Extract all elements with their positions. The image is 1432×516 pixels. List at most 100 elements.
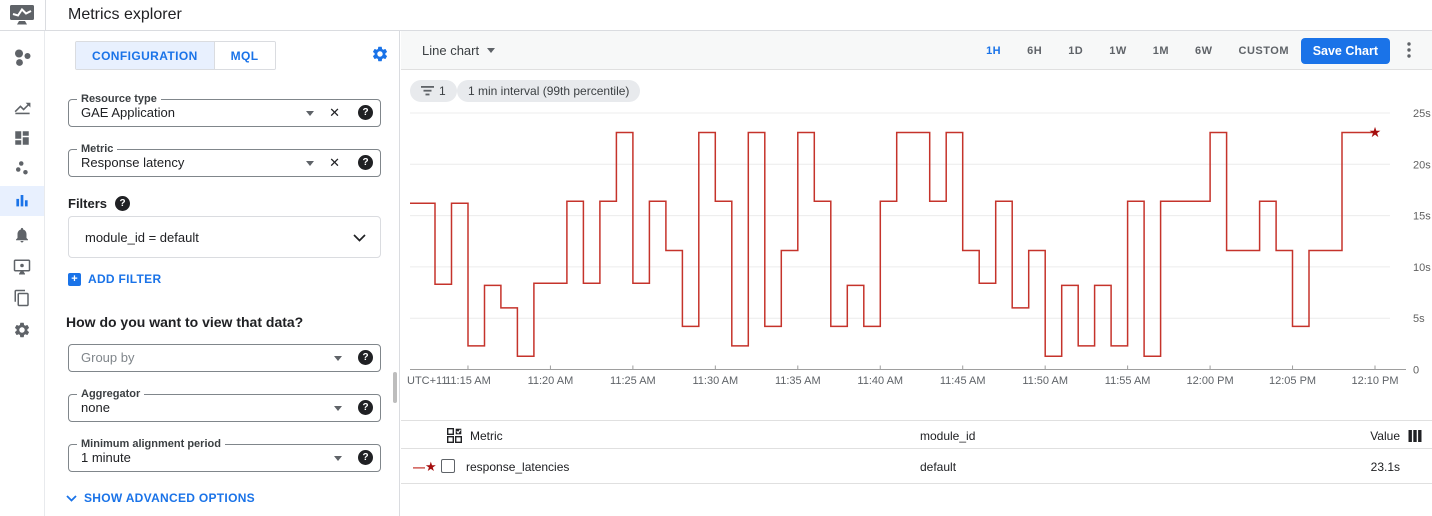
chart-area: 25s 20s 15s 10s 5s 0 11:15 AM 11:20 AM 11:25 AM 1… bbox=[401, 103, 1432, 403]
help-icon[interactable]: ? bbox=[115, 196, 131, 211]
chart-panel: Line chart 1H 6H 1D 1W 1M 6W CUSTOM Save… bbox=[401, 31, 1432, 516]
more-options-kebab-icon[interactable] bbox=[1400, 41, 1418, 59]
svg-text:11:45 AM: 11:45 AM bbox=[940, 375, 986, 387]
help-icon[interactable]: ? bbox=[358, 450, 373, 465]
filter-count: 1 bbox=[439, 84, 446, 98]
svg-text:11:35 AM: 11:35 AM bbox=[775, 375, 821, 387]
side-nav bbox=[0, 31, 45, 516]
filter-count-chip[interactable]: 1 bbox=[410, 80, 457, 102]
time-range-1w[interactable]: 1W bbox=[1096, 41, 1140, 61]
svg-text:15s: 15s bbox=[1413, 211, 1431, 223]
sidebar-item-dashboards[interactable] bbox=[0, 123, 44, 153]
alignment-period-value: 1 minute bbox=[81, 450, 131, 465]
latency-line-chart[interactable]: 25s 20s 15s 10s 5s 0 11:15 AM 11:20 AM 11:25 AM 1… bbox=[401, 103, 1432, 403]
chevron-down-icon[interactable] bbox=[334, 456, 342, 461]
row-checkbox[interactable] bbox=[441, 459, 455, 473]
chart-type-dropdown[interactable]: Line chart bbox=[422, 43, 496, 58]
svg-text:0: 0 bbox=[1413, 365, 1419, 377]
resource-type-field[interactable]: Resource type GAE Application ✕ ? bbox=[68, 93, 381, 127]
alignment-period-field[interactable]: Minimum alignment period 1 minute ? bbox=[68, 438, 381, 472]
metric-name: response_latencies bbox=[466, 460, 570, 474]
time-range-group: 1H 6H 1D 1W 1M 6W CUSTOM bbox=[973, 31, 1302, 70]
help-icon[interactable]: ? bbox=[358, 350, 373, 365]
config-scrollbar-thumb[interactable] bbox=[393, 372, 397, 403]
series-legend-marker: —★ bbox=[413, 459, 437, 474]
view-data-heading: How do you want to view that data? bbox=[66, 314, 304, 330]
legend-grid-icon[interactable] bbox=[447, 428, 462, 443]
svg-text:11:30 AM: 11:30 AM bbox=[693, 375, 739, 387]
tab-mql[interactable]: MQL bbox=[213, 42, 275, 69]
module-id-value: default bbox=[920, 460, 957, 474]
col-metric: Metric bbox=[470, 428, 503, 443]
time-range-1m[interactable]: 1M bbox=[1140, 41, 1182, 61]
filter-icon bbox=[421, 86, 434, 96]
sidebar-item-alerting[interactable] bbox=[0, 220, 44, 250]
table-row[interactable]: —★ response_latencies default 23.1s bbox=[401, 449, 1432, 484]
time-range-custom[interactable]: CUSTOM bbox=[1226, 41, 1302, 61]
alignment-period-label: Minimum alignment period bbox=[77, 438, 225, 450]
clear-icon[interactable]: ✕ bbox=[329, 105, 340, 120]
sidebar-item-settings[interactable] bbox=[0, 315, 44, 345]
chevron-down-icon[interactable] bbox=[334, 356, 342, 361]
help-icon[interactable]: ? bbox=[358, 105, 373, 120]
top-bar: Metrics explorer bbox=[0, 0, 1432, 31]
save-chart-button[interactable]: Save Chart bbox=[1300, 38, 1390, 64]
sidebar-item-services[interactable] bbox=[0, 153, 44, 183]
tab-configuration[interactable]: CONFIGURATION bbox=[76, 42, 214, 69]
metric-value: Response latency bbox=[81, 155, 185, 170]
aggregator-field[interactable]: Aggregator none ? bbox=[68, 388, 381, 422]
columns-icon[interactable] bbox=[1408, 429, 1422, 443]
chevron-down-icon[interactable] bbox=[334, 406, 342, 411]
help-icon[interactable]: ? bbox=[358, 155, 373, 170]
svg-text:UTC+11: UTC+11 bbox=[407, 375, 447, 387]
sidebar-item-groups[interactable] bbox=[0, 283, 44, 313]
chevron-down-icon bbox=[487, 48, 496, 53]
chevron-down-icon[interactable] bbox=[353, 234, 366, 242]
desktop-icon bbox=[13, 259, 31, 275]
time-range-1h[interactable]: 1H bbox=[973, 41, 1014, 61]
svg-text:11:40 AM: 11:40 AM bbox=[857, 375, 903, 387]
svg-text:20s: 20s bbox=[1413, 159, 1431, 171]
svg-text:12:10 PM: 12:10 PM bbox=[1351, 375, 1398, 387]
show-advanced-options-button[interactable]: SHOW ADVANCED OPTIONS bbox=[66, 491, 255, 505]
divider bbox=[45, 0, 46, 31]
chart-type-label: Line chart bbox=[422, 43, 480, 58]
dashboard-icon bbox=[15, 131, 29, 145]
time-range-6w[interactable]: 6W bbox=[1182, 41, 1226, 61]
table-header: Metric module_id Value bbox=[401, 420, 1432, 449]
chart-settings-gear-icon[interactable] bbox=[371, 45, 389, 68]
col-value: Value bbox=[1370, 429, 1400, 443]
metric-field[interactable]: Metric Response latency ✕ ? bbox=[68, 143, 381, 177]
svg-text:12:00 PM: 12:00 PM bbox=[1187, 375, 1234, 387]
help-icon[interactable]: ? bbox=[358, 400, 373, 415]
svg-text:10s: 10s bbox=[1413, 262, 1431, 274]
time-range-1d[interactable]: 1D bbox=[1055, 41, 1096, 61]
page-title: Metrics explorer bbox=[68, 6, 182, 23]
svg-text:25s: 25s bbox=[1413, 108, 1431, 120]
chevron-down-icon[interactable] bbox=[306, 111, 314, 116]
aggregator-label: Aggregator bbox=[77, 388, 145, 400]
copy-icon bbox=[14, 289, 29, 307]
monitoring-dots-icon bbox=[15, 49, 31, 66]
config-tab-bar: CONFIGURATION MQL bbox=[75, 41, 276, 70]
resource-type-label: Resource type bbox=[77, 93, 161, 105]
bar-chart-icon bbox=[16, 195, 28, 207]
filter-row[interactable]: module_id = default bbox=[68, 216, 381, 258]
sidebar-item-uptime-checks[interactable] bbox=[0, 252, 44, 282]
sidebar-item-overview[interactable] bbox=[0, 92, 44, 122]
monitoring-logo-icon bbox=[9, 4, 36, 32]
clear-icon[interactable]: ✕ bbox=[329, 155, 340, 170]
sidebar-item-metrics-explorer[interactable] bbox=[0, 186, 44, 216]
time-range-6h[interactable]: 6H bbox=[1014, 41, 1055, 61]
legend-table: Metric module_id Value —★ response_laten… bbox=[401, 420, 1432, 484]
svg-text:★: ★ bbox=[1369, 124, 1382, 140]
svg-text:5s: 5s bbox=[1413, 313, 1425, 325]
resource-type-value: GAE Application bbox=[81, 105, 175, 120]
chevron-down-icon[interactable] bbox=[306, 161, 314, 166]
sidebar-item-monitoring[interactable] bbox=[0, 43, 44, 73]
interval-chip[interactable]: 1 min interval (99th percentile) bbox=[457, 80, 641, 102]
latest-value: 23.1s bbox=[1370, 460, 1400, 474]
add-filter-button[interactable]: + ADD FILTER bbox=[68, 272, 161, 286]
group-by-field[interactable]: Group by ? bbox=[68, 344, 381, 372]
